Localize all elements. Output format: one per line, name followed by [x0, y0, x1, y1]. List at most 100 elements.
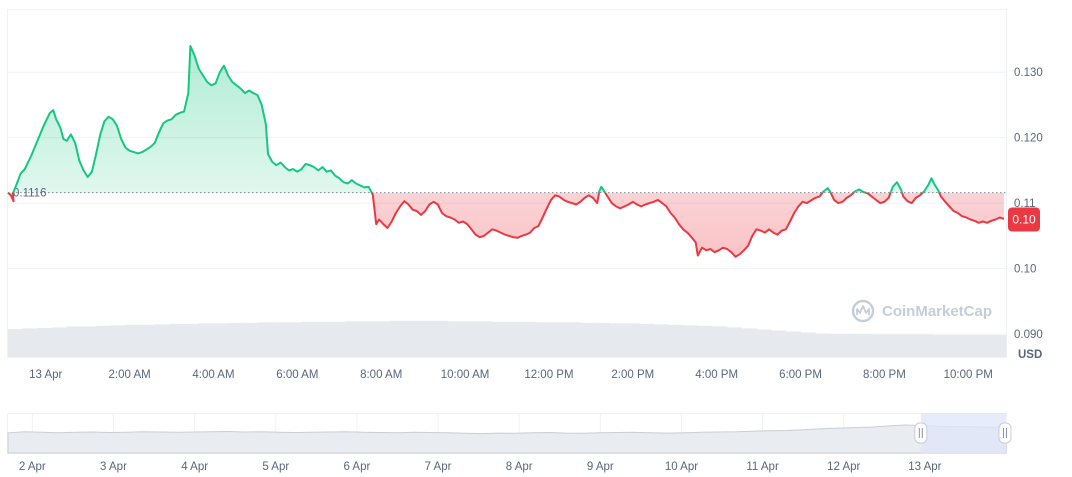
volume-bar	[595, 322, 611, 357]
current-price-label: 0.10	[1012, 213, 1036, 227]
volume-bar	[683, 325, 699, 357]
volume-bar	[712, 326, 728, 357]
volume-bar	[272, 322, 288, 357]
volume-bar	[829, 334, 845, 357]
volume-bar	[639, 323, 655, 357]
volume-bar	[668, 324, 684, 357]
volume-bar	[140, 324, 156, 357]
volume-bar	[242, 322, 258, 357]
volume-bar	[888, 334, 904, 357]
navigator-left-handle-knob[interactable]	[914, 422, 928, 444]
volume-bar	[52, 327, 68, 357]
volume-bar	[741, 328, 757, 357]
volume-bar	[551, 322, 567, 357]
volume-bar	[991, 335, 1007, 357]
navigator-selection[interactable]	[920, 413, 1006, 454]
y-tick-label: 0.130	[1014, 67, 1043, 79]
x-tick-label: 10:00 PM	[944, 369, 993, 381]
x-tick-label: 4:00 PM	[695, 369, 738, 381]
volume-bar	[169, 323, 185, 357]
x-tick-label: 2:00 AM	[109, 369, 151, 381]
navigator-x-tick-label: 12 Apr	[827, 461, 860, 473]
volume-bar	[697, 325, 713, 357]
volume-bar	[110, 325, 126, 357]
volume-bar	[653, 324, 669, 357]
volume-bar	[727, 327, 743, 357]
navigator-right-handle[interactable]	[998, 422, 1012, 444]
price-line-up	[8, 45, 941, 193]
volume-bar	[947, 335, 963, 357]
volume-bar	[286, 322, 302, 357]
range-navigator[interactable]	[7, 413, 1012, 454]
volume-bar	[257, 322, 273, 357]
volume-bar	[859, 334, 875, 357]
navigator-x-tick-label: 6 Apr	[343, 461, 370, 473]
volume-bar	[903, 334, 919, 357]
volume-bar	[96, 325, 112, 357]
volume-bar	[418, 320, 434, 357]
navigator-x-axis-labels: 2 Apr 3 Apr 4 Apr 5 Apr 6 Apr 7 Apr 8 Apr 9 Apr…	[19, 461, 942, 473]
y-tick-label: 0.10	[1014, 264, 1036, 276]
volume-bar	[125, 324, 141, 357]
navigator-left-handle[interactable]	[914, 422, 928, 444]
volume-bar	[844, 334, 860, 357]
current-price-badge-bg	[1008, 207, 1040, 232]
navigator-right-handle-knob[interactable]	[998, 422, 1012, 444]
volume-bar	[521, 321, 537, 357]
volume-bar	[316, 321, 332, 357]
volume-bar	[756, 329, 772, 357]
volume-bar	[198, 323, 214, 357]
volume-bar	[66, 326, 82, 357]
volume-bar	[81, 326, 97, 357]
navigator-x-tick-label: 5 Apr	[262, 461, 289, 473]
x-tick-label: 8:00 PM	[863, 369, 906, 381]
x-tick-label: 12:00 PM	[524, 369, 573, 381]
volume-bar	[389, 320, 405, 357]
x-tick-label: 2:00 PM	[611, 369, 654, 381]
volume-bar	[213, 323, 229, 357]
plot-frame	[7, 9, 1007, 358]
volume-bar	[507, 321, 522, 357]
navigator-x-tick-label: 13 Apr	[908, 461, 941, 473]
volume-bar	[345, 321, 361, 357]
volume-bars	[8, 320, 1007, 357]
volume-bar	[917, 334, 933, 357]
x-axis-labels: 13 Apr 2:00 AM 4:00 AM 6:00 AM 8:00 AM 10:00 …	[29, 369, 993, 381]
current-price-badge: 0.10	[1008, 207, 1040, 232]
navigator-area	[7, 424, 1007, 454]
navigator-x-tick-label: 9 Apr	[587, 461, 614, 473]
navigator-x-tick-label: 3 Apr	[100, 461, 127, 473]
volume-bar	[492, 321, 508, 357]
x-tick-label: 6:00 AM	[276, 369, 318, 381]
volume-bar	[360, 321, 376, 357]
volume-bar	[22, 328, 38, 357]
y-tick-label: 0.090	[1014, 329, 1043, 341]
navigator-x-tick-label: 10 Apr	[665, 461, 698, 473]
volume-bar	[961, 335, 977, 357]
area-above-baseline	[13, 46, 940, 193]
volume-bar	[330, 321, 346, 357]
currency-unit-label: USD	[1018, 349, 1042, 361]
volume-bar	[301, 321, 317, 357]
volume-bar	[565, 322, 581, 357]
volume-bar	[184, 323, 200, 357]
navigator-x-tick-label: 11 Apr	[746, 461, 779, 473]
volume-bar	[8, 328, 23, 357]
volume-bar	[462, 321, 478, 357]
volume-bar	[154, 324, 170, 357]
volume-bar	[374, 321, 390, 357]
volume-bar	[448, 321, 464, 357]
coinmarketcap-logo-icon	[851, 299, 875, 323]
volume-bar	[37, 327, 53, 357]
navigator-x-tick-label: 4 Apr	[181, 461, 208, 473]
y-tick-label: 0.120	[1014, 133, 1043, 145]
navigator-x-tick-label: 8 Apr	[506, 461, 533, 473]
x-tick-label: 6:00 PM	[779, 369, 822, 381]
area-below-baseline	[8, 192, 1004, 257]
volume-bar	[932, 335, 948, 357]
baseline-label: 0.1116	[13, 188, 46, 200]
x-tick-label: 13 Apr	[29, 369, 62, 381]
volume-bar	[536, 322, 552, 357]
volume-bar	[785, 331, 801, 357]
